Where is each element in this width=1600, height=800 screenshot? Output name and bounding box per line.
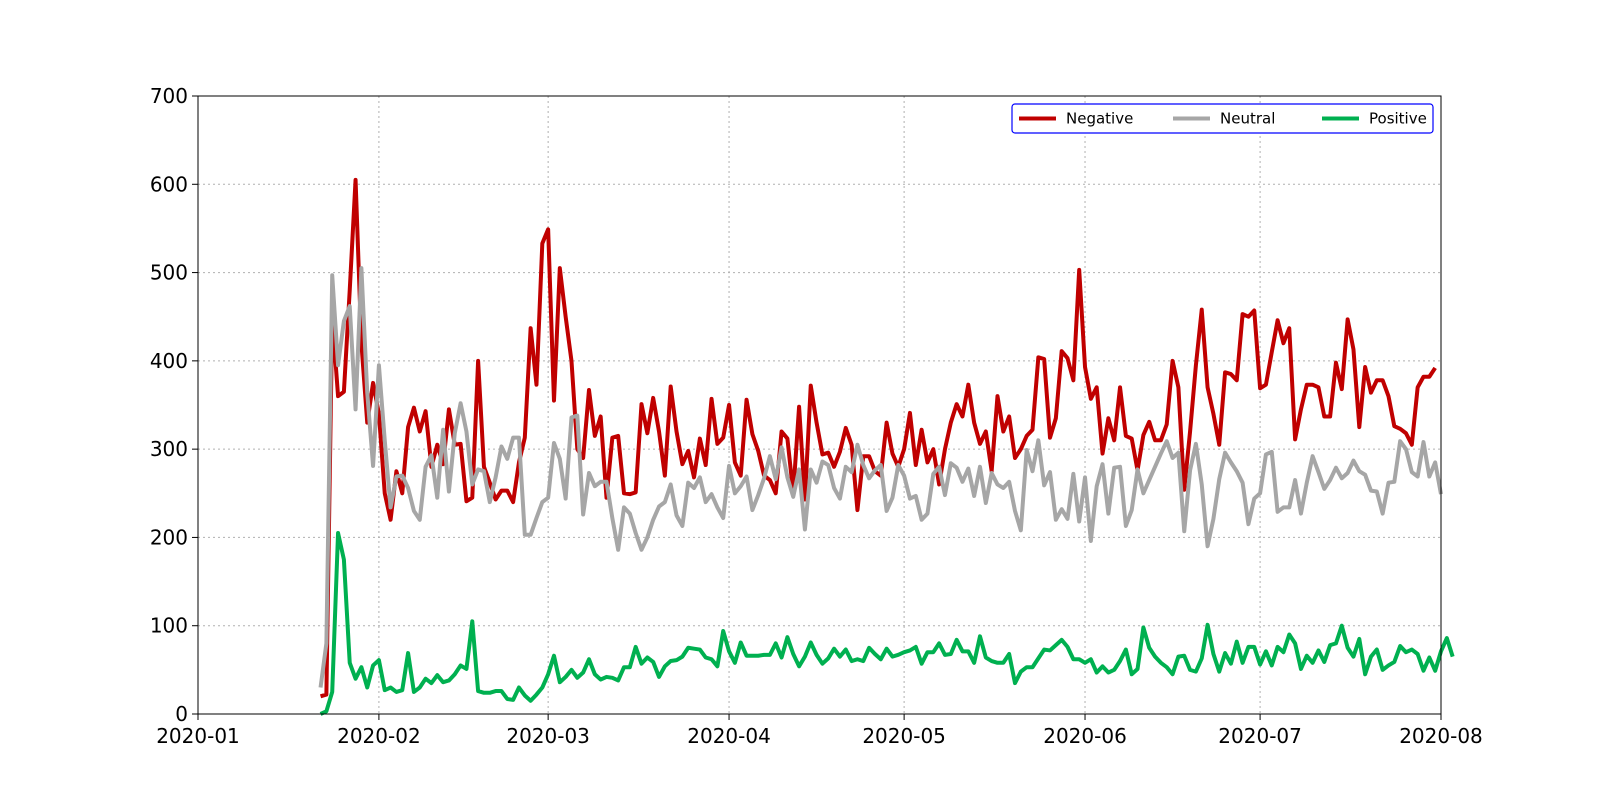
y-axis: 0 100 200 300 400 500 600 700	[150, 84, 198, 726]
x-tick-label: 2020-08	[1399, 724, 1483, 748]
y-tick-label: 400	[150, 349, 188, 373]
legend: Negative Neutral Positive	[1011, 103, 1434, 134]
x-axis: 2020-01 2020-02 2020-03 2020-04 2020-05 2020-…	[156, 714, 1483, 748]
x-tick-label: 2020-05	[862, 724, 946, 748]
legend-label-positive: Positive	[1369, 110, 1427, 128]
legend-label-negative: Negative	[1066, 110, 1133, 128]
y-tick-label: 300	[150, 437, 188, 461]
x-tick-label: 2020-02	[337, 724, 421, 748]
legend-label-neutral: Neutral	[1220, 110, 1275, 128]
plot-background	[198, 96, 1441, 714]
series-line-positive	[319, 531, 1455, 716]
y-tick-label: 200	[150, 525, 188, 549]
x-tick-label: 2020-07	[1218, 724, 1302, 748]
series-line-negative	[319, 177, 1437, 699]
y-tick-label: 600	[150, 172, 188, 196]
y-tick-label: 0	[175, 702, 188, 726]
y-tick-label: 100	[150, 614, 188, 638]
x-tick-label: 2020-03	[506, 724, 590, 748]
series-lines	[318, 177, 1455, 716]
legend-box	[1011, 103, 1434, 134]
x-tick-label: 2020-01	[156, 724, 240, 748]
series-line-neutral	[318, 266, 1443, 688]
x-tick-label: 2020-04	[687, 724, 771, 748]
y-tick-label: 700	[150, 84, 188, 108]
x-tick-label: 2020-06	[1043, 724, 1127, 748]
y-tick-label: 500	[150, 261, 188, 285]
plot-frame	[197, 95, 1442, 715]
